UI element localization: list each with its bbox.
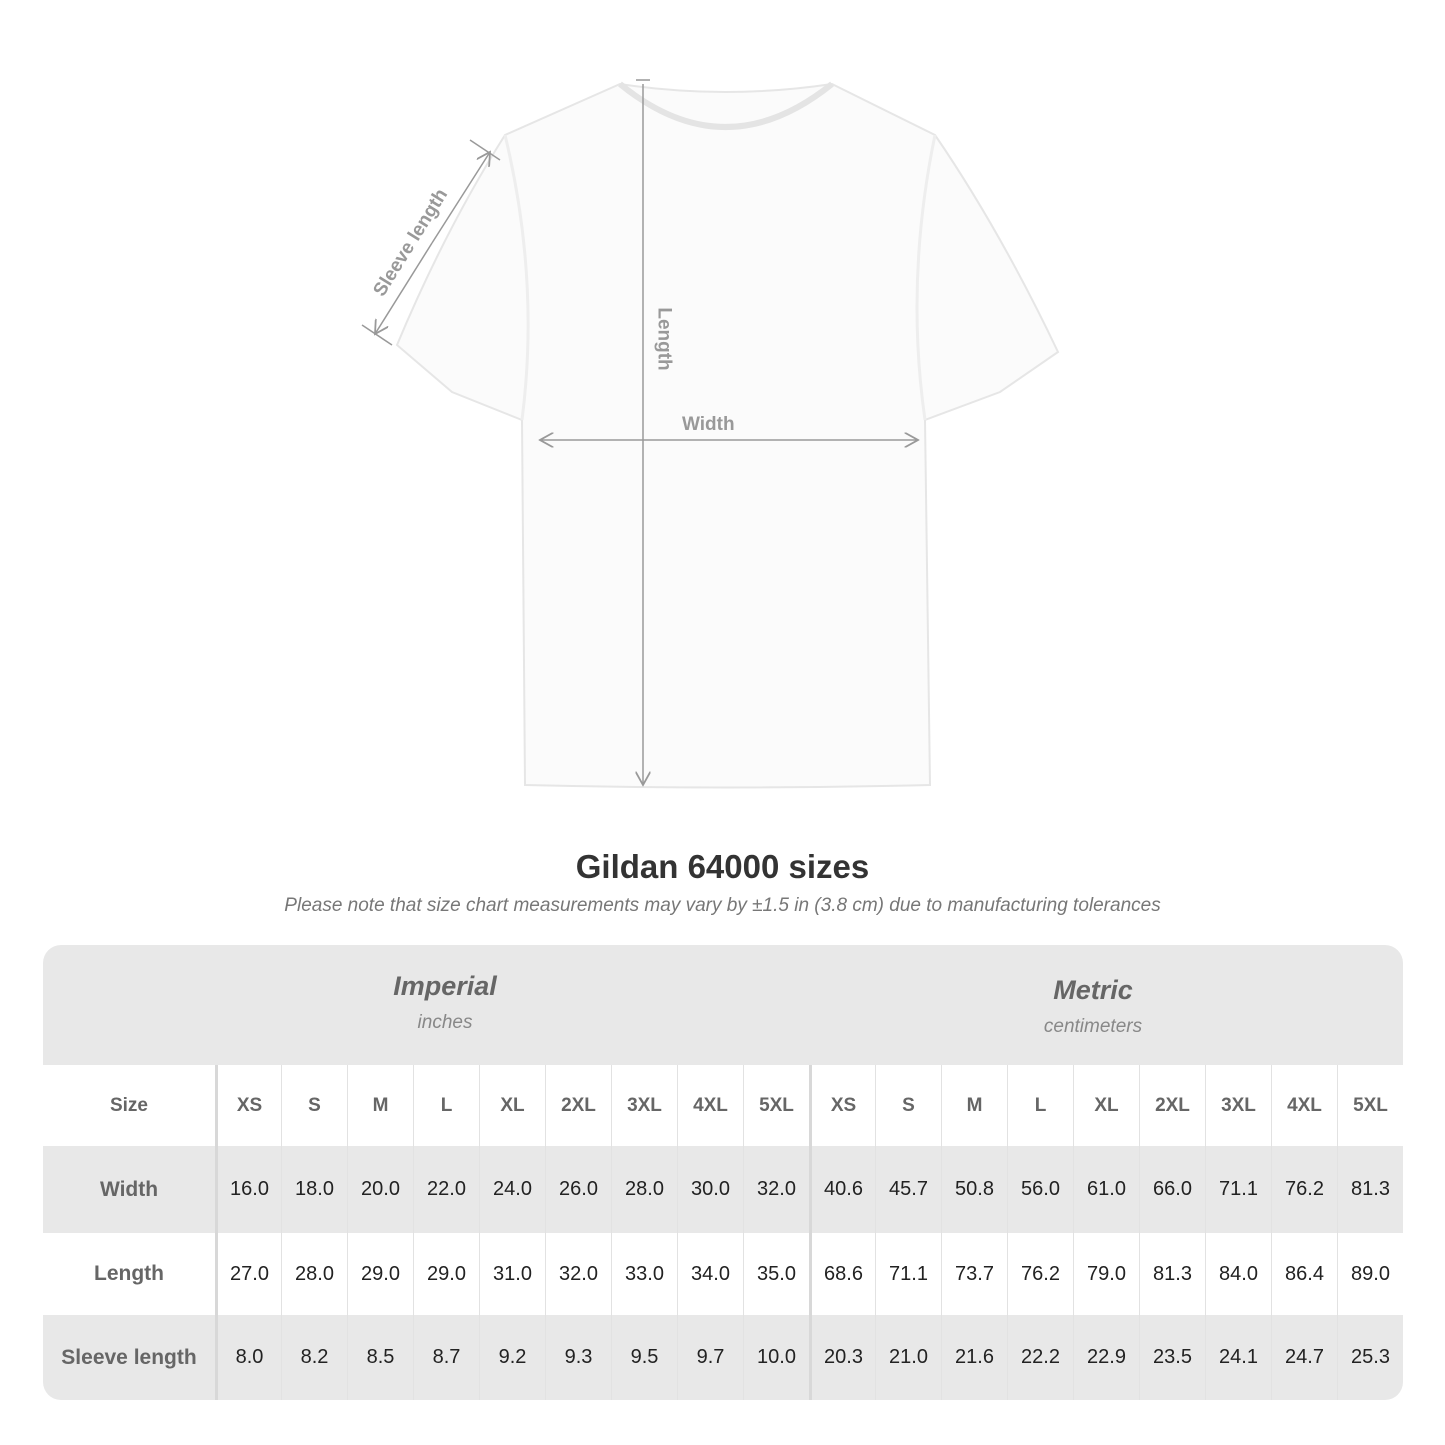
imperial-value: 26.0	[545, 1146, 611, 1233]
metric-value: 79.0	[1073, 1233, 1139, 1315]
imperial-value: 8.7	[413, 1315, 479, 1400]
metric-value: 81.3	[1139, 1233, 1205, 1315]
metric-size-xs: XS	[809, 1065, 875, 1146]
imperial-size-3xl: 3XL	[611, 1065, 677, 1146]
metric-value: 68.6	[809, 1233, 875, 1315]
row-label: Sleeve length	[61, 1345, 197, 1369]
imperial-header: Imperial inches	[215, 945, 675, 1089]
imperial-value: 28.0	[611, 1146, 677, 1233]
metric-value: 76.2	[1007, 1233, 1073, 1315]
metric-value: 20.3	[809, 1315, 875, 1400]
imperial-value: 32.0	[743, 1146, 809, 1233]
metric-value: 71.1	[875, 1233, 941, 1315]
imperial-value: 34.0	[677, 1233, 743, 1315]
length-label: Length	[653, 307, 675, 371]
metric-value: 25.3	[1337, 1315, 1403, 1400]
metric-value: 71.1	[1205, 1146, 1271, 1233]
imperial-value: 28.0	[281, 1233, 347, 1315]
imperial-size-xs: XS	[215, 1065, 281, 1146]
metric-size-m: M	[941, 1065, 1007, 1146]
metric-value: 45.7	[875, 1146, 941, 1233]
imperial-value: 8.5	[347, 1315, 413, 1400]
table-row: Length 27.0 28.0 29.0 29.0 31.0 32.0 33.0 34.0 35…	[43, 1233, 1403, 1315]
imperial-size-5xl: 5XL	[743, 1065, 809, 1146]
metric-value: 56.0	[1007, 1146, 1073, 1233]
metric-value: 24.1	[1205, 1315, 1271, 1400]
tshirt-collar	[618, 81, 834, 130]
metric-size-5xl: 5XL	[1337, 1065, 1403, 1146]
imperial-value: 9.7	[677, 1315, 743, 1400]
page-title: Gildan 64000 sizes	[575, 848, 870, 885]
metric-size-s: S	[875, 1065, 941, 1146]
metric-value: 73.7	[941, 1233, 1007, 1315]
table-row: Sleeve length 8.0 8.2 8.5 8.7 9.2 9.3 9.5 9.7 10.…	[43, 1315, 1403, 1400]
metric-value: 50.8	[941, 1146, 1007, 1233]
imperial-value: 30.0	[677, 1146, 743, 1233]
metric-value: 76.2	[1271, 1146, 1337, 1233]
metric-value: 81.3	[1337, 1146, 1403, 1233]
imperial-value: 35.0	[743, 1233, 809, 1315]
metric-value: 22.9	[1073, 1315, 1139, 1400]
imperial-size-xl: XL	[479, 1065, 545, 1146]
metric-value: 22.2	[1007, 1315, 1073, 1400]
table-row: Width 16.0 18.0 20.0 22.0 24.0 26.0 28.0 30.0 32.…	[43, 1146, 1403, 1233]
sleeve-seam	[503, 134, 937, 421]
metric-value: 61.0	[1073, 1146, 1139, 1233]
row-label: Width	[99, 1177, 159, 1201]
metric-value: 24.7	[1271, 1315, 1337, 1400]
metric-value: 23.5	[1139, 1315, 1205, 1400]
metric-size-l: L	[1007, 1065, 1073, 1146]
size-chart-table: Imperial inches Metric centimeters Size X…	[43, 945, 1403, 1400]
tolerance-note: Please note that size chart measurements…	[284, 895, 1161, 916]
imperial-unit: inches	[417, 1012, 473, 1033]
imperial-size-m: M	[347, 1065, 413, 1146]
metric-value: 84.0	[1205, 1233, 1271, 1315]
metric-size-xl: XL	[1073, 1065, 1139, 1146]
imperial-size-l: L	[413, 1065, 479, 1146]
imperial-value: 31.0	[479, 1233, 545, 1315]
metric-size-3xl: 3XL	[1205, 1065, 1271, 1146]
width-label: Width	[682, 414, 735, 435]
imperial-value: 20.0	[347, 1146, 413, 1233]
metric-value: 66.0	[1139, 1146, 1205, 1233]
imperial-value: 16.0	[215, 1146, 281, 1233]
imperial-value: 22.0	[413, 1146, 479, 1233]
imperial-value: 9.3	[545, 1315, 611, 1400]
imperial-value: 9.2	[479, 1315, 545, 1400]
metric-value: 89.0	[1337, 1233, 1403, 1315]
imperial-value: 33.0	[611, 1233, 677, 1315]
metric-value: 40.6	[809, 1146, 875, 1233]
size-label: Size	[109, 1094, 149, 1116]
row-label: Length	[94, 1262, 164, 1285]
imperial-size-2xl: 2XL	[545, 1065, 611, 1146]
metric-value: 21.0	[875, 1315, 941, 1400]
imperial-value: 8.0	[215, 1315, 281, 1400]
imperial-value: 8.2	[281, 1315, 347, 1400]
size-header-row: Size XS S M L XL 2XL 3XL 4XL 5XL XS S M L XL 2XL 3XL 4XL 5…	[43, 1065, 1403, 1146]
imperial-value: 27.0	[215, 1233, 281, 1315]
tshirt-diagram	[361, 79, 1060, 789]
metric-size-2xl: 2XL	[1139, 1065, 1205, 1146]
metric-title: Metric	[1053, 975, 1133, 1005]
tshirt-shape	[395, 82, 1060, 789]
imperial-title: Imperial	[393, 971, 497, 1001]
imperial-value: 29.0	[347, 1233, 413, 1315]
metric-value: 21.6	[941, 1315, 1007, 1400]
metric-value: 86.4	[1271, 1233, 1337, 1315]
imperial-value: 18.0	[281, 1146, 347, 1233]
imperial-value: 10.0	[743, 1315, 809, 1400]
imperial-value: 29.0	[413, 1233, 479, 1315]
imperial-value: 24.0	[479, 1146, 545, 1233]
imperial-size-s: S	[281, 1065, 347, 1146]
sleeve-measure-line	[431, 152, 490, 244]
imperial-value: 9.5	[611, 1315, 677, 1400]
metric-size-4xl: 4XL	[1271, 1065, 1337, 1146]
imperial-size-4xl: 4XL	[677, 1065, 743, 1146]
metric-header: Metric centimeters	[808, 945, 1378, 1093]
metric-unit: centimeters	[1043, 1016, 1143, 1037]
imperial-value: 32.0	[545, 1233, 611, 1315]
